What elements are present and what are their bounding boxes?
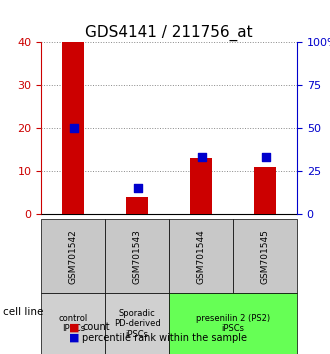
Bar	[62, 42, 84, 214]
Text: GSM701543: GSM701543	[133, 229, 142, 284]
FancyBboxPatch shape	[233, 219, 297, 293]
FancyBboxPatch shape	[41, 293, 105, 354]
Point	[200, 154, 205, 160]
Text: ■: ■	[69, 322, 79, 332]
Point	[72, 125, 77, 131]
Text: control
IPSCs: control IPSCs	[59, 314, 88, 333]
Text: presenilin 2 (PS2)
iPSCs: presenilin 2 (PS2) iPSCs	[196, 314, 270, 333]
Text: GSM701544: GSM701544	[197, 229, 206, 284]
Text: count: count	[82, 322, 110, 332]
Bar	[254, 167, 276, 214]
Text: Sporadic
PD-derived
iPSCs: Sporadic PD-derived iPSCs	[114, 309, 160, 339]
FancyBboxPatch shape	[41, 219, 105, 293]
Point	[264, 154, 269, 160]
Title: GDS4141 / 211756_at: GDS4141 / 211756_at	[85, 25, 253, 41]
FancyBboxPatch shape	[169, 219, 233, 293]
FancyBboxPatch shape	[105, 293, 169, 354]
Text: GSM701545: GSM701545	[260, 229, 270, 284]
Text: GSM701542: GSM701542	[69, 229, 78, 284]
Text: cell line: cell line	[3, 307, 44, 316]
Bar	[190, 158, 212, 214]
FancyBboxPatch shape	[105, 219, 169, 293]
Text: ■: ■	[69, 333, 79, 343]
FancyBboxPatch shape	[169, 293, 297, 354]
Bar	[126, 197, 148, 214]
Point	[136, 185, 141, 191]
Text: percentile rank within the sample: percentile rank within the sample	[82, 333, 248, 343]
